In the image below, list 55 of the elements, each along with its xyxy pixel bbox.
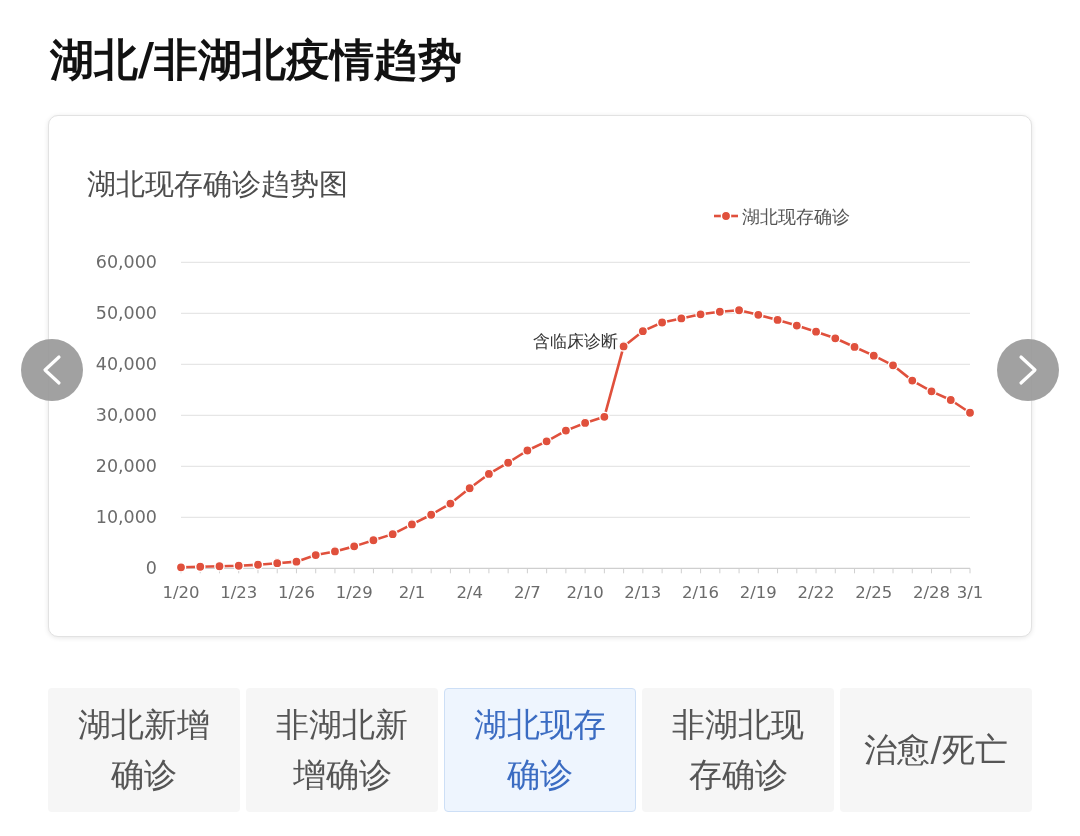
point <box>676 313 687 324</box>
x-tick-label: 1/23 <box>220 582 258 602</box>
point <box>522 445 533 456</box>
point <box>406 519 418 530</box>
x-tick-label: 2/19 <box>739 582 777 602</box>
legend-label: 湖北现存确诊 <box>742 205 850 227</box>
tab: 湖北现存确诊 <box>444 688 636 812</box>
point <box>252 559 264 571</box>
point <box>329 546 341 557</box>
x-tick-label: 2/22 <box>797 582 835 602</box>
y-tick-label: 60,000 <box>95 252 157 273</box>
x-tick-label: 2/4 <box>456 582 483 602</box>
point <box>906 375 918 386</box>
point <box>348 541 360 552</box>
x-tick-label: 2/25 <box>855 582 893 602</box>
point <box>233 560 245 572</box>
point <box>695 309 706 320</box>
x-tick-label: 2/13 <box>624 582 662 602</box>
legend: 湖北现存确诊 <box>714 205 850 227</box>
title: 湖北/非湖北疫情趋势 <box>50 33 463 87</box>
tab: 治愈/死亡 <box>840 688 1032 812</box>
x-tick-label: 1/20 <box>162 582 200 602</box>
point <box>791 320 803 331</box>
y-tick-label: 40,000 <box>95 354 157 375</box>
x-tick-label: 3/1 <box>956 582 984 602</box>
point <box>926 386 937 397</box>
point <box>445 498 456 509</box>
tab: 湖北新增确诊 <box>48 688 240 812</box>
x-tick-label: 2/10 <box>566 582 604 602</box>
point <box>194 561 206 573</box>
x-tick-label: 2/7 <box>514 582 541 602</box>
y-tick-label: 0 <box>145 558 157 579</box>
y-tick-label: 10,000 <box>95 507 157 528</box>
point <box>541 436 552 447</box>
x-tick-label: 2/16 <box>682 582 720 602</box>
point <box>868 350 880 361</box>
tab: 非湖北现存确诊 <box>642 688 834 812</box>
point <box>291 556 302 567</box>
point <box>656 317 668 328</box>
point <box>560 425 572 436</box>
point <box>271 557 283 569</box>
y-tick-label: 30,000 <box>95 405 157 426</box>
point <box>637 325 649 337</box>
x-tick-label: 2/1 <box>398 582 426 602</box>
y-tick-label: 20,000 <box>95 456 157 477</box>
tab: 非湖北新增确诊 <box>246 688 438 812</box>
subtitle: 湖北现存确诊趋势图 <box>87 167 348 201</box>
x-tick-label: 1/29 <box>335 582 373 602</box>
point <box>618 341 629 352</box>
point <box>810 326 822 337</box>
x-tick-label: 1/26 <box>277 582 315 602</box>
annotations: 含临床诊断 <box>532 331 618 352</box>
x-tick-label: 2/28 <box>912 582 951 602</box>
y-tick-label: 50,000 <box>95 303 157 324</box>
point <box>887 360 899 371</box>
